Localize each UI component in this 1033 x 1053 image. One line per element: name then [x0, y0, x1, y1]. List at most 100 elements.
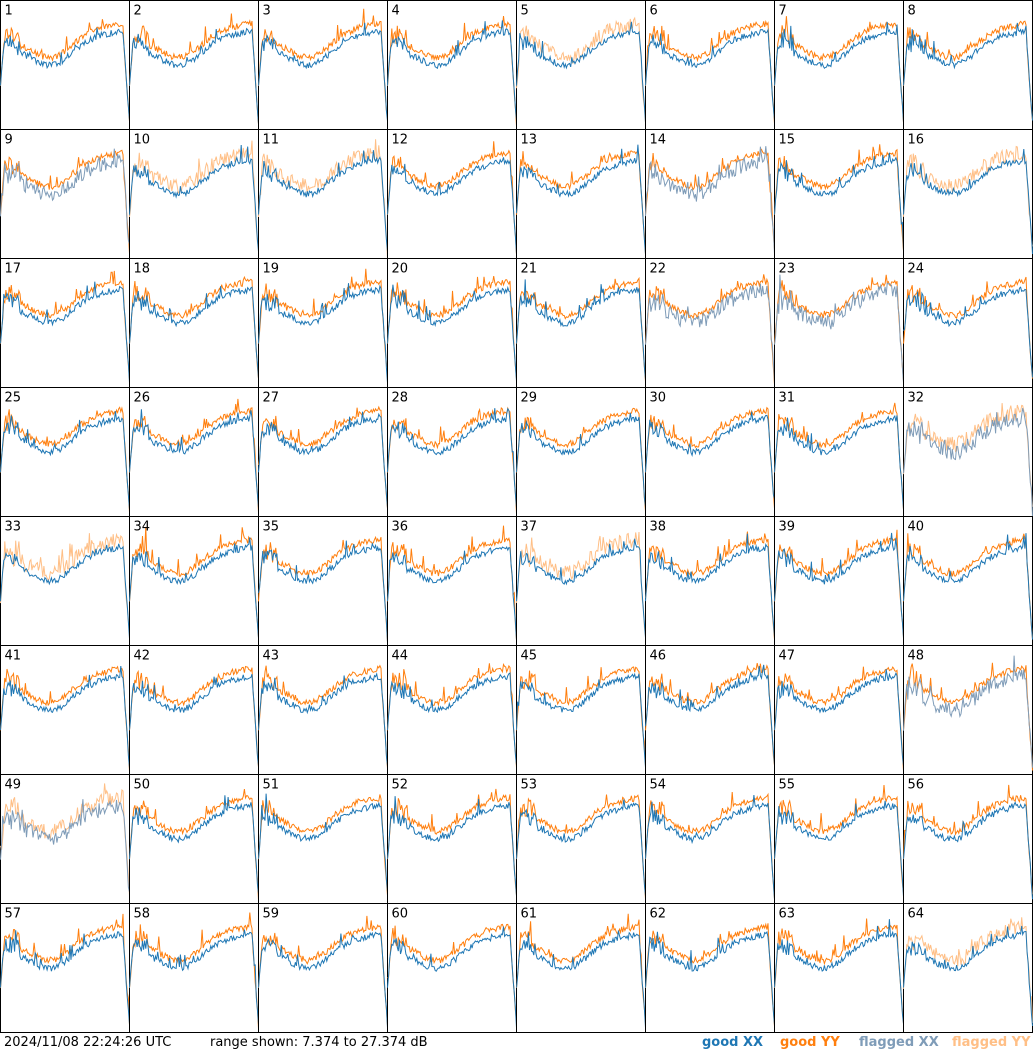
panel-border [387, 129, 517, 259]
panel-31: 31 [774, 387, 904, 517]
panel-border [903, 774, 1033, 904]
panel-number: 39 [779, 520, 796, 535]
panel-number: 52 [392, 778, 409, 793]
panel-number: 55 [779, 778, 796, 793]
panel-border [774, 645, 904, 775]
panel-number: 6 [650, 4, 658, 19]
series-xx-good [516, 930, 646, 1028]
series-xx-good [258, 672, 388, 766]
panel-number: 20 [392, 262, 409, 277]
series-xx-good [516, 279, 646, 380]
panel-number: 37 [521, 520, 538, 535]
series-yy-flagged [0, 532, 130, 634]
series-yy-good [0, 270, 130, 380]
panel-number: 17 [5, 262, 22, 277]
series-xx-good [774, 919, 904, 1025]
series-yy-good [129, 13, 259, 125]
series-xx-good [516, 412, 646, 507]
series-xx-good [387, 157, 517, 254]
series-xx-good [129, 537, 259, 639]
panel-45: 45 [516, 645, 646, 775]
panel-number: 50 [134, 778, 151, 793]
panel-number: 38 [650, 520, 667, 535]
series-xx-good [516, 144, 646, 255]
panel-border [516, 387, 646, 517]
series-yy-good [645, 922, 775, 1027]
panel-18: 18 [129, 258, 259, 388]
panel-number: 60 [392, 907, 409, 922]
series-yy-flagged [129, 140, 259, 247]
panel-36: 36 [387, 516, 517, 646]
series-xx-good [645, 411, 775, 500]
panel-53: 53 [516, 774, 646, 904]
panel-28: 28 [387, 387, 517, 517]
series-yy-good [774, 402, 904, 510]
panel-border [774, 903, 904, 1033]
panel-number: 45 [521, 649, 538, 664]
panel-number: 56 [908, 778, 925, 793]
series-yy-good [387, 406, 517, 514]
series-yy-good [645, 19, 775, 124]
panel-number: 14 [650, 133, 667, 148]
panel-4: 4 [387, 0, 517, 130]
panel-10: 10 [129, 129, 259, 259]
series-yy-good [516, 794, 646, 900]
series-xx-good [903, 801, 1033, 900]
series-xx-good [0, 666, 130, 768]
series-yy-good [387, 923, 517, 1022]
panel-border [258, 645, 388, 775]
panel-43: 43 [258, 645, 388, 775]
panel-61: 61 [516, 903, 646, 1033]
panel-number: 57 [5, 907, 22, 922]
series-yy-flagged [903, 403, 1033, 507]
panel-border [645, 516, 775, 646]
panel-border [903, 387, 1033, 517]
series-yy-good [258, 794, 388, 896]
series-xx-good [129, 674, 259, 766]
panel-border [129, 0, 259, 130]
series-yy-good [645, 531, 775, 640]
series-xx-good [645, 664, 775, 765]
panel-number: 3 [263, 4, 271, 19]
series-yy-good [387, 525, 517, 640]
panel-border [645, 645, 775, 775]
panel-number: 58 [134, 907, 151, 922]
panel-border [0, 903, 130, 1033]
panel-border [387, 903, 517, 1033]
panel-border [645, 903, 775, 1033]
series-yy-good [129, 526, 259, 638]
series-xx-flagged [0, 799, 130, 893]
panel-22: 22 [645, 258, 775, 388]
panel-border [774, 0, 904, 130]
series-xx-good [258, 793, 388, 892]
panel-29: 29 [516, 387, 646, 517]
panel-8: 8 [903, 0, 1033, 130]
panel-30: 30 [645, 387, 775, 517]
panel-27: 27 [258, 387, 388, 517]
panel-number: 27 [263, 391, 280, 406]
panel-12: 12 [387, 129, 517, 259]
series-xx-good [645, 533, 775, 637]
series-xx-good [0, 27, 130, 121]
panel-number: 43 [263, 649, 280, 664]
panel-49: 49 [0, 774, 130, 904]
panel-number: 33 [5, 520, 22, 535]
series-yy-good [774, 274, 904, 381]
series-yy-good [0, 665, 130, 772]
panel-border [645, 774, 775, 904]
panel-number: 51 [263, 778, 280, 793]
series-xx-good [0, 930, 130, 1025]
series-xx-good [516, 538, 646, 638]
series-xx-good [129, 409, 259, 508]
series-yy-good [387, 276, 517, 379]
panel-number: 21 [521, 262, 538, 277]
panel-44: 44 [387, 645, 517, 775]
panel-58: 58 [129, 903, 259, 1033]
series-xx-good [258, 283, 388, 383]
series-yy-good [258, 8, 388, 118]
series-xx-good [516, 672, 646, 768]
series-yy-good [258, 405, 388, 509]
series-xx-flagged [903, 655, 1033, 768]
series-xx-good [387, 796, 517, 896]
panel-border [903, 645, 1033, 775]
